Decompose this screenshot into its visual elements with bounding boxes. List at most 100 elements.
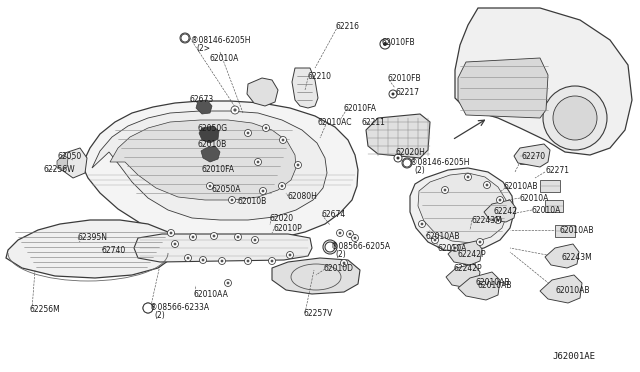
Text: ®08146-6205H: ®08146-6205H: [191, 36, 250, 45]
Text: (2): (2): [414, 166, 425, 175]
Polygon shape: [196, 100, 212, 114]
Circle shape: [200, 257, 207, 263]
Polygon shape: [201, 146, 220, 162]
Circle shape: [237, 235, 239, 238]
Polygon shape: [540, 275, 582, 303]
Text: 62020H: 62020H: [396, 148, 426, 157]
Circle shape: [282, 139, 284, 141]
Circle shape: [257, 161, 259, 163]
Text: 62050: 62050: [58, 152, 83, 161]
Circle shape: [497, 196, 504, 203]
Circle shape: [434, 238, 436, 241]
Circle shape: [340, 260, 348, 266]
Polygon shape: [410, 168, 514, 252]
Circle shape: [339, 232, 341, 234]
Text: J62001AE: J62001AE: [552, 352, 595, 361]
Circle shape: [173, 243, 177, 246]
Polygon shape: [418, 173, 507, 243]
Text: 62243M: 62243M: [562, 253, 593, 262]
Circle shape: [380, 39, 390, 49]
Text: 62010A: 62010A: [532, 206, 561, 215]
Text: 62010P: 62010P: [273, 224, 301, 233]
Text: 62050G: 62050G: [198, 124, 228, 133]
Circle shape: [168, 230, 175, 237]
Circle shape: [234, 108, 237, 112]
Circle shape: [253, 238, 257, 241]
Text: 62010A: 62010A: [520, 194, 549, 203]
Text: 62050A: 62050A: [211, 185, 241, 194]
Circle shape: [354, 237, 356, 240]
Circle shape: [431, 237, 438, 244]
Text: 62242: 62242: [493, 207, 517, 216]
Circle shape: [287, 251, 294, 259]
Circle shape: [228, 196, 236, 203]
Text: 62010AB: 62010AB: [556, 286, 591, 295]
Circle shape: [465, 173, 472, 180]
Polygon shape: [199, 126, 219, 143]
Circle shape: [212, 235, 216, 237]
Text: 62673: 62673: [190, 95, 214, 104]
Text: 62010FB: 62010FB: [388, 74, 422, 83]
Text: 62010AB: 62010AB: [478, 281, 513, 290]
Polygon shape: [545, 244, 579, 268]
Circle shape: [442, 186, 449, 193]
Circle shape: [467, 176, 469, 179]
Circle shape: [383, 42, 387, 46]
Circle shape: [189, 234, 196, 241]
Circle shape: [392, 93, 394, 96]
Text: 62395N: 62395N: [77, 233, 107, 242]
Circle shape: [483, 182, 490, 189]
Text: 62010B: 62010B: [238, 197, 268, 206]
Circle shape: [246, 260, 250, 262]
Text: 62010FA: 62010FA: [201, 165, 234, 174]
Circle shape: [289, 254, 291, 256]
Text: ®08146-6205H: ®08146-6205H: [410, 158, 470, 167]
Polygon shape: [272, 258, 360, 294]
Text: (2): (2): [335, 250, 346, 259]
Circle shape: [486, 184, 488, 186]
Circle shape: [244, 129, 252, 137]
Circle shape: [269, 257, 275, 264]
Polygon shape: [446, 264, 480, 288]
Text: 62010A: 62010A: [437, 244, 467, 253]
Circle shape: [262, 125, 269, 131]
Text: ®08566-6233A: ®08566-6233A: [150, 303, 209, 312]
Circle shape: [349, 232, 351, 235]
Circle shape: [477, 238, 483, 246]
Text: 62080H: 62080H: [287, 192, 317, 201]
Circle shape: [346, 231, 353, 237]
Text: 62740: 62740: [101, 246, 125, 255]
Circle shape: [499, 199, 501, 201]
Circle shape: [294, 161, 301, 169]
Circle shape: [323, 240, 337, 254]
Circle shape: [246, 132, 250, 134]
Circle shape: [479, 241, 481, 243]
Polygon shape: [484, 200, 516, 222]
Polygon shape: [82, 101, 358, 241]
Text: 62210: 62210: [307, 72, 331, 81]
Circle shape: [444, 189, 447, 192]
Text: 62242P: 62242P: [457, 250, 486, 259]
Circle shape: [143, 303, 153, 313]
Text: 62010AA: 62010AA: [194, 290, 229, 299]
Polygon shape: [110, 120, 296, 200]
Text: 62010D: 62010D: [324, 264, 354, 273]
Circle shape: [207, 183, 214, 189]
Text: (2>: (2>: [196, 44, 210, 53]
Circle shape: [234, 234, 241, 241]
Circle shape: [172, 241, 179, 247]
Text: 62211: 62211: [362, 118, 386, 127]
Text: 62216: 62216: [335, 22, 359, 31]
Circle shape: [180, 33, 190, 43]
Polygon shape: [61, 148, 87, 178]
Polygon shape: [555, 225, 575, 237]
Polygon shape: [458, 58, 548, 118]
Circle shape: [397, 157, 399, 160]
Circle shape: [231, 106, 239, 114]
Text: 62010FA: 62010FA: [344, 104, 377, 113]
Text: 62010AB: 62010AB: [504, 182, 538, 191]
Polygon shape: [366, 114, 430, 158]
Circle shape: [225, 279, 232, 286]
Circle shape: [191, 235, 195, 238]
Text: 62270: 62270: [522, 152, 546, 161]
